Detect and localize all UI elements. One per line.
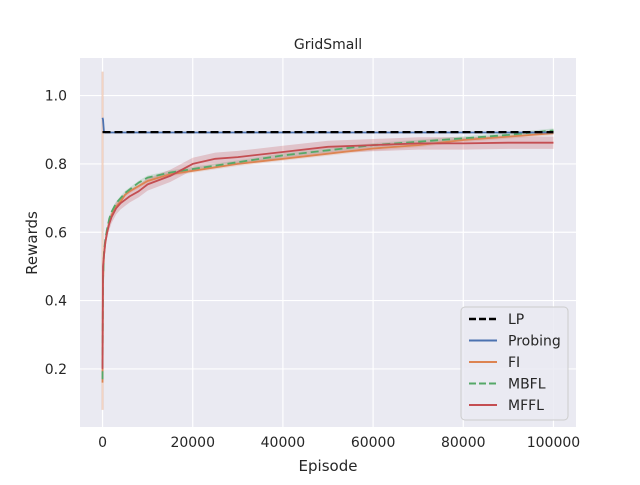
legend-box [460,306,569,421]
legend-label-probing: Probing [508,334,561,350]
y-tick-label: 0.4 [45,294,67,310]
x-tick-label: 0 [98,435,107,451]
x-tick-label: 20000 [170,435,215,451]
series-line-mffl [101,141,554,369]
y-tick-label: 1.0 [45,89,67,105]
legend: LP Probing FI MBFL MFFL [460,306,569,421]
y-tick-label: 0.6 [45,225,67,241]
y-axis-label: Rewards [23,211,41,275]
x-tick-label: 60000 [351,435,396,451]
legend-label-fi: FI [508,355,520,371]
x-tick-label: 100000 [527,435,580,451]
y-tick-label: 0.8 [45,157,67,173]
series-lines [101,117,554,383]
x-tick-label: 40000 [261,435,306,451]
legend-label-mffl: MFFL [508,398,544,414]
grid [80,58,576,427]
chart-title: GridSmall [294,37,362,53]
legend-label-lp: LP [508,312,524,328]
y-tick-label: 0.2 [45,362,67,378]
x-tick-label: 80000 [441,435,486,451]
x-axis-label: Episode [299,457,358,475]
tick-labels: 0 20000 40000 60000 80000 100000 0.2 0.4 0.6 0.8 1… [45,89,580,451]
legend-label-mbfl: MBFL [508,377,546,393]
